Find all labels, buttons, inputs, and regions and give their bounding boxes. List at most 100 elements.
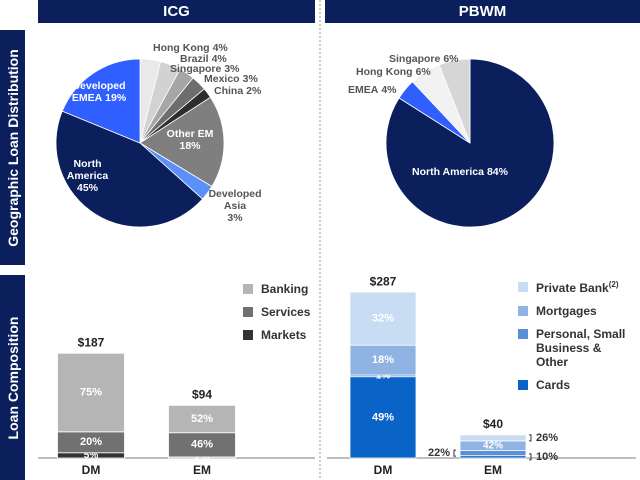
x-tick-label: DM [82, 463, 101, 477]
legend-label: Banking [261, 282, 309, 296]
slice-value: 19% [105, 92, 127, 104]
slice-value: 4% [211, 53, 227, 65]
legend-item: Banking [243, 282, 323, 296]
bar-segment [349, 291, 417, 346]
pie-slice [438, 58, 471, 144]
slice-label: China 2% [214, 85, 274, 97]
slice-name: North America [66, 158, 109, 182]
legend-swatch [518, 306, 528, 316]
legend-note: (2) [608, 280, 619, 289]
bar-total: $187 [78, 335, 105, 349]
slice-value: 3% [224, 63, 240, 75]
legend-swatch [518, 282, 528, 292]
bar-total: $94 [192, 388, 212, 402]
slice-label: North America 45% [60, 158, 115, 194]
segment-label: 1% [376, 371, 391, 382]
legend-text: Private Bank(2) [536, 280, 618, 295]
bar-segment [349, 344, 417, 376]
slice-value: 45% [76, 182, 98, 194]
legend-label: Personal, Small Business & Other [536, 327, 626, 369]
segment-label: 49% [372, 411, 394, 423]
legend-item: Markets [243, 328, 323, 342]
pie-slice [55, 110, 204, 228]
segment-label: 75% [80, 386, 102, 398]
slice-name: North America [412, 166, 484, 178]
bracket [529, 453, 532, 461]
slice-name: Mexico [204, 73, 240, 85]
slice-name: Singapore [170, 63, 222, 75]
slice-label: Hong Kong 6% [356, 66, 436, 78]
legend-label: Cards [536, 378, 571, 392]
slice-value: 84% [486, 166, 508, 178]
segment-label: 20% [80, 436, 102, 448]
slice-name: Other EM [166, 128, 214, 140]
slice-name: Brazil [180, 53, 209, 65]
legend-text: Banking [261, 282, 308, 296]
segment-label: 10% [536, 451, 558, 463]
row-label-bar: Loan Composition [0, 275, 25, 480]
pie-slice [139, 96, 225, 188]
legend-text: Personal, Small Business & Other [536, 327, 628, 369]
legend-label: Services [261, 305, 311, 319]
legend-text: Services [261, 305, 310, 319]
legend-label: Markets [261, 328, 307, 342]
slice-name: Hong Kong [153, 42, 210, 54]
x-tick-label: EM [484, 463, 502, 477]
legend: Banking Services Markets [243, 282, 323, 342]
slice-label: Hong Kong 4% [153, 42, 243, 54]
slice-label: Singapore 6% [389, 53, 469, 65]
legend-label: Private Bank [536, 281, 609, 295]
segment-label: 22% [428, 447, 450, 459]
slice-label: EMEA 4% [348, 84, 408, 96]
slice-value: 3% [242, 73, 258, 85]
slice-name: EMEA [348, 84, 379, 96]
bar-segment [459, 434, 527, 442]
legend-item: Private Bank(2) [518, 280, 628, 295]
legend-item: Cards [518, 378, 628, 392]
legend-swatch [243, 307, 253, 317]
bracket [529, 434, 532, 442]
slice-name: Developed EMEA [71, 80, 126, 104]
segment-label: 18% [372, 354, 394, 366]
legend-swatch [243, 284, 253, 294]
slice-value: 6% [415, 66, 431, 78]
bar-segment [57, 352, 125, 433]
legend: Private Bank(2) Mortgages Personal, Small … [518, 280, 628, 392]
legend-text: Markets [261, 328, 306, 342]
segment-label: 52% [191, 413, 213, 425]
slice-label: Brazil 4% [180, 53, 250, 65]
slice-label: Singapore 3% [170, 63, 250, 75]
bar-segment [349, 376, 417, 459]
slice-value: 4% [212, 42, 228, 54]
slice-name: China [214, 85, 244, 97]
legend-swatch [518, 380, 528, 390]
legend-text: Cards [536, 378, 570, 392]
legend-swatch [243, 330, 253, 340]
slice-name: Singapore [389, 53, 441, 65]
slice-label: Mexico 3% [204, 73, 274, 85]
legend-item: Mortgages [518, 304, 628, 318]
segment-label: 26% [536, 432, 558, 444]
segment-label: 46% [191, 439, 213, 451]
slice-label: Other EM 18% [160, 128, 220, 152]
legend-item: Personal, Small Business & Other [518, 327, 628, 369]
row-label-bar: Geographic Loan Distribution [0, 30, 25, 265]
slice-name: Developed Asia [208, 188, 262, 212]
bar-segment [168, 404, 236, 434]
segment-label: 32% [372, 313, 394, 325]
slice-label: North America 84% [400, 166, 520, 178]
x-tick-label: DM [374, 463, 393, 477]
pie-slice [61, 58, 141, 144]
bracket [453, 449, 456, 457]
legend-label: Mortgages [536, 304, 597, 318]
x-tick-label: EM [193, 463, 211, 477]
segment-label: 5% [84, 450, 99, 461]
legend-item: Services [243, 305, 323, 319]
slice-name: Hong Kong [356, 66, 413, 78]
segment-label: 2% [195, 452, 210, 463]
slice-value: 6% [443, 53, 459, 65]
legend-text: Mortgages [536, 304, 597, 318]
slice-label: Developed EMEA 19% [62, 80, 136, 104]
